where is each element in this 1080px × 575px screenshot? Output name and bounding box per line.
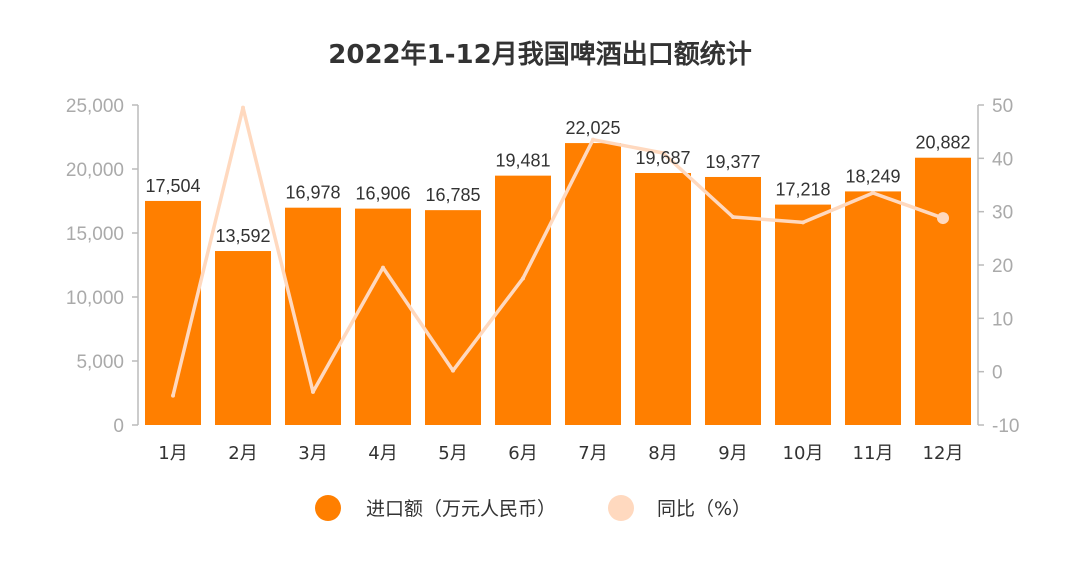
y-left-tick-label: 5,000 bbox=[76, 352, 124, 373]
y-left-tick-label: 20,000 bbox=[66, 160, 124, 181]
y-right-tick-label: -10 bbox=[992, 416, 1019, 437]
y-axis-left-ticks: 0 5,000 10,000 15,000 20,000 25,000 bbox=[66, 96, 138, 437]
line-point[interactable] bbox=[381, 265, 385, 270]
line-point[interactable] bbox=[241, 105, 245, 110]
line-series bbox=[171, 105, 949, 398]
bar-data-label: 16,978 bbox=[285, 183, 340, 203]
bar-data-label: 20,882 bbox=[915, 133, 970, 153]
x-tick-label: 11月 bbox=[853, 443, 894, 464]
x-tick-label: 8月 bbox=[648, 443, 677, 464]
line-path bbox=[171, 105, 944, 397]
x-tick-label: 7月 bbox=[578, 443, 607, 464]
bar-data-label: 19,687 bbox=[635, 148, 690, 168]
y-left-tick-label: 0 bbox=[113, 416, 124, 437]
bar[interactable] bbox=[915, 157, 971, 426]
bar-data-label: 22,025 bbox=[565, 118, 620, 138]
y-left-tick-label: 10,000 bbox=[66, 288, 124, 309]
bar-data-label: 18,249 bbox=[845, 166, 900, 186]
bar[interactable] bbox=[845, 191, 901, 425]
line-point[interactable] bbox=[171, 393, 175, 398]
line-point[interactable] bbox=[521, 276, 525, 281]
line-point[interactable] bbox=[661, 151, 665, 155]
x-tick-label: 2月 bbox=[228, 443, 257, 464]
line-point[interactable] bbox=[871, 191, 875, 195]
bar-data-label: 19,481 bbox=[495, 151, 550, 171]
x-tick-label: 9月 bbox=[718, 443, 747, 464]
x-tick-label: 3月 bbox=[298, 443, 327, 464]
legend-line-label: 同比（%） bbox=[657, 498, 751, 520]
x-tick-label: 12月 bbox=[923, 443, 964, 464]
y-right-tick-label: 50 bbox=[992, 96, 1013, 117]
bar-data-label: 17,504 bbox=[145, 176, 200, 196]
legend-item-line[interactable]: 同比（%） bbox=[608, 495, 751, 521]
x-tick-label: 10月 bbox=[783, 443, 824, 464]
y-left-tick-label: 15,000 bbox=[66, 224, 124, 245]
bar-data-label: 16,785 bbox=[425, 185, 480, 205]
bar[interactable] bbox=[775, 204, 831, 425]
bar[interactable] bbox=[425, 210, 481, 425]
y-axis-right-ticks: -10 0 10 20 30 40 50 bbox=[978, 96, 1019, 437]
legend-line-marker bbox=[608, 495, 634, 521]
legend-bar-marker bbox=[315, 495, 341, 521]
y-right-tick-label: 10 bbox=[992, 309, 1013, 330]
line-point[interactable] bbox=[801, 220, 805, 225]
y-right-tick-label: 30 bbox=[992, 203, 1013, 224]
bar-data-labels: 17,504 13,592 16,978 16,906 16,785 19,481 22,0… bbox=[145, 118, 970, 246]
bar-data-label: 13,592 bbox=[215, 226, 270, 246]
bar[interactable] bbox=[495, 175, 551, 425]
x-tick-label: 1月 bbox=[158, 443, 187, 464]
line-point[interactable] bbox=[731, 215, 735, 219]
bar[interactable] bbox=[215, 251, 271, 425]
x-tick-label: 5月 bbox=[438, 443, 467, 464]
line-point[interactable] bbox=[591, 137, 595, 142]
chart-title: 2022年1-12月我国啤酒出口额统计 bbox=[328, 39, 751, 70]
bar-data-label: 16,906 bbox=[355, 184, 410, 204]
legend: 进口额（万元人民币） 同比（%） bbox=[315, 495, 751, 521]
line-point[interactable] bbox=[451, 368, 455, 373]
x-axis-ticks: 1月 2月 3月 4月 5月 6月 7月 8月 9月 10月 11月 12月 bbox=[158, 443, 963, 464]
y-right-tick-label: 20 bbox=[992, 256, 1013, 277]
x-tick-label: 4月 bbox=[368, 443, 397, 464]
bar[interactable] bbox=[635, 173, 691, 425]
bar[interactable] bbox=[355, 208, 411, 425]
legend-bar-label: 进口额（万元人民币） bbox=[366, 498, 556, 520]
y-right-tick-label: 0 bbox=[992, 363, 1003, 384]
y-left-tick-label: 25,000 bbox=[66, 96, 124, 117]
y-right-tick-label: 40 bbox=[992, 149, 1013, 170]
line-point[interactable] bbox=[311, 389, 315, 394]
bar-data-label: 19,377 bbox=[705, 152, 760, 172]
legend-item-bar[interactable]: 进口额（万元人民币） bbox=[315, 495, 556, 521]
bar[interactable] bbox=[565, 143, 621, 425]
bar-data-label: 17,218 bbox=[775, 180, 830, 200]
bar[interactable] bbox=[705, 176, 761, 425]
line-point[interactable] bbox=[937, 212, 949, 225]
x-tick-label: 6月 bbox=[508, 443, 537, 464]
